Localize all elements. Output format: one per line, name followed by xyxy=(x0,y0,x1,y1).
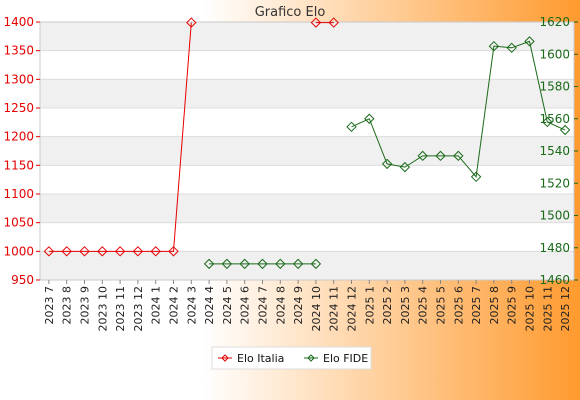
right-tick-label: 1540 xyxy=(539,144,570,158)
x-tick-label: 2024 5 xyxy=(221,286,234,325)
data-point xyxy=(417,150,428,162)
legend-marker xyxy=(221,354,229,362)
x-tick-label: 2023 11 xyxy=(114,286,127,332)
right-tick-label: 1600 xyxy=(539,47,570,61)
x-tick-label: 2025 9 xyxy=(506,286,519,325)
x-tick-label: 2023 10 xyxy=(96,286,109,332)
x-tick-label: 2024 10 xyxy=(310,286,323,332)
data-point xyxy=(310,17,322,28)
x-tick-label: 2025 11 xyxy=(541,286,554,332)
left-tick-label: 1150 xyxy=(3,158,34,172)
data-point xyxy=(292,258,304,270)
data-point xyxy=(150,246,161,257)
x-tick-label: 2025 4 xyxy=(417,286,430,325)
right-tick-label: 1580 xyxy=(539,80,570,94)
data-point xyxy=(506,42,517,54)
right-tick-label: 1480 xyxy=(539,241,570,255)
data-point xyxy=(470,171,482,183)
x-tick-label: 2025 1 xyxy=(363,286,376,325)
left-tick-label: 1050 xyxy=(3,216,34,230)
grid-band xyxy=(40,136,574,166)
left-tick-label: 1200 xyxy=(3,130,34,144)
x-tick-label: 2024 11 xyxy=(328,286,341,332)
data-point xyxy=(275,258,286,270)
x-tick-label: 2023 12 xyxy=(132,286,145,332)
data-point xyxy=(364,113,375,124)
data-point xyxy=(328,17,339,28)
data-point xyxy=(97,246,108,257)
left-tick-label: 1100 xyxy=(3,187,34,201)
data-point xyxy=(399,161,411,173)
chart-title: Grafico Elo xyxy=(255,5,326,20)
right-tick-label: 1520 xyxy=(539,176,570,190)
right-tick-label: 1620 xyxy=(539,15,570,29)
data-point xyxy=(239,258,250,270)
right-tick-label: 1500 xyxy=(539,209,570,223)
left-tick-label: 1400 xyxy=(3,15,34,29)
x-tick-label: 2024 7 xyxy=(257,286,270,325)
x-tick-label: 2025 6 xyxy=(452,286,465,325)
x-tick-label: 2025 8 xyxy=(488,286,501,325)
x-tick-label: 2024 2 xyxy=(168,286,181,325)
data-point xyxy=(61,246,72,257)
x-tick-label: 2025 7 xyxy=(470,286,483,325)
left-tick-label: 950 xyxy=(11,273,34,287)
data-point xyxy=(221,258,233,270)
data-point xyxy=(203,258,215,270)
data-point xyxy=(114,246,126,257)
data-point xyxy=(310,258,322,270)
x-tick-label: 2024 3 xyxy=(185,286,198,325)
x-tick-label: 2025 3 xyxy=(399,286,412,325)
left-tick-label: 1300 xyxy=(3,72,34,86)
x-tick-label: 2024 6 xyxy=(239,286,252,325)
data-point xyxy=(186,17,197,28)
x-tick-label: 2025 2 xyxy=(381,286,394,325)
legend-label: Elo FIDE xyxy=(323,352,368,365)
x-tick-label: 2024 4 xyxy=(203,286,216,325)
x-tick-label: 2023 9 xyxy=(79,286,92,325)
grid-band xyxy=(40,22,574,51)
data-point xyxy=(542,116,553,128)
legend-label: Elo Italia xyxy=(237,352,284,365)
x-tick-label: 2025 12 xyxy=(559,286,572,332)
x-tick-label: 2024 8 xyxy=(274,286,287,325)
x-tick-label: 2024 12 xyxy=(346,286,359,332)
left-tick-label: 1000 xyxy=(3,244,34,258)
data-point xyxy=(435,150,446,162)
legend-marker xyxy=(307,354,315,362)
data-point xyxy=(43,246,55,257)
series-line xyxy=(351,40,566,178)
legend: Elo Italia Elo FIDE xyxy=(211,346,372,370)
x-tick-label: 2024 9 xyxy=(292,286,305,325)
data-point xyxy=(168,246,179,257)
left-tick-label: 1350 xyxy=(3,44,34,58)
data-point xyxy=(453,150,464,162)
data-point xyxy=(488,40,500,52)
left-tick-label: 1250 xyxy=(3,101,34,115)
legend-box xyxy=(211,346,372,370)
data-point xyxy=(381,158,393,170)
data-point xyxy=(524,36,535,47)
x-tick-label: 2025 5 xyxy=(435,286,448,325)
x-tick-label: 2024 1 xyxy=(150,286,163,325)
data-point xyxy=(346,121,357,133)
data-point xyxy=(132,246,144,257)
series-line xyxy=(48,22,192,252)
grid-band xyxy=(40,194,574,223)
x-tick-label: 2025 10 xyxy=(524,286,537,332)
data-point xyxy=(257,258,268,270)
data-point xyxy=(79,246,90,257)
data-point xyxy=(559,124,571,136)
grid-band xyxy=(40,251,574,280)
x-tick-label: 2023 8 xyxy=(61,286,74,325)
grid-band xyxy=(40,79,574,108)
x-tick-label: 2023 7 xyxy=(43,286,56,325)
